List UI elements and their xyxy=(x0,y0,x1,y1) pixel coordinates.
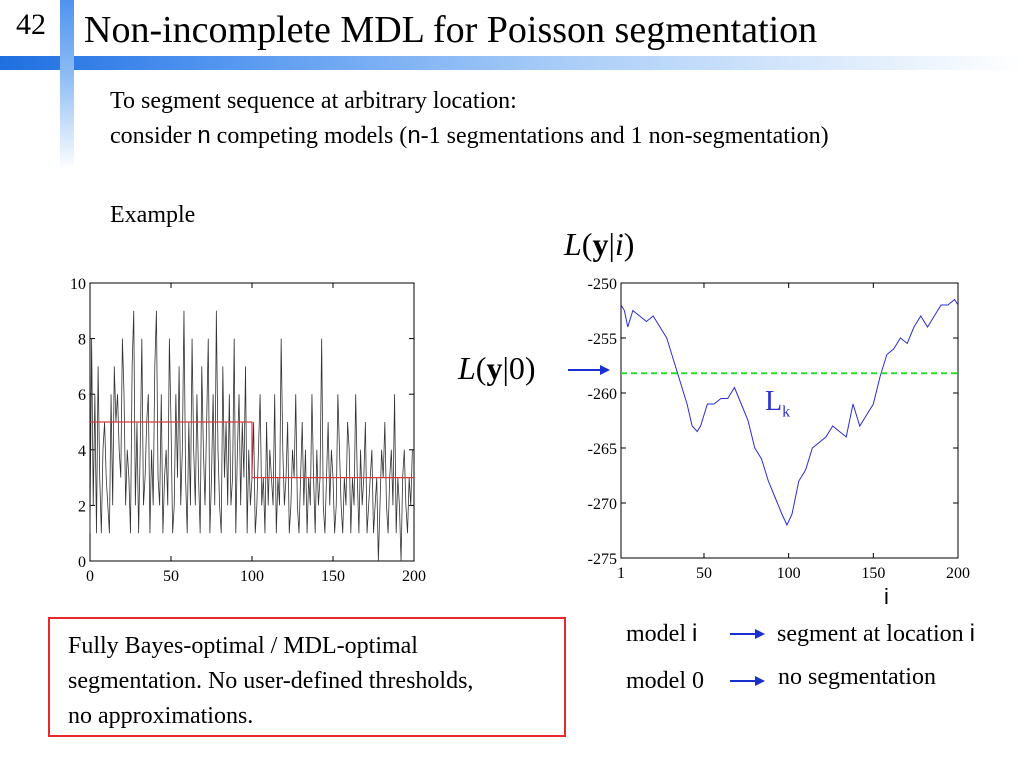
x-tick-label: 1 xyxy=(617,565,625,582)
y-tick-label: -260 xyxy=(588,386,617,403)
y-tick-label: -255 xyxy=(588,331,617,348)
likelihood-chart-title: L(y|i) xyxy=(564,226,635,262)
slide-title: Non-incomplete MDL for Poisson segmentat… xyxy=(84,9,818,51)
sequence-chart: 0 50 100 150 200 0 2 4 6 8 10 xyxy=(70,276,426,585)
y-tick-label: 10 xyxy=(70,276,86,293)
intro-line-2: consider n competing models (n-1 segment… xyxy=(110,122,829,150)
intro-text: consider xyxy=(110,123,198,149)
x-tick-label: 50 xyxy=(163,568,179,585)
x-tick-label: 200 xyxy=(946,565,970,582)
x-tick-label: 150 xyxy=(321,568,345,585)
example-label: Example xyxy=(110,202,196,228)
variable-i: i xyxy=(692,620,698,647)
variable-n: n xyxy=(197,122,211,149)
legend-model-0-result: no segmentation xyxy=(778,664,936,690)
legend-model-i: model i xyxy=(626,620,697,648)
x-tick-label: 150 xyxy=(861,565,885,582)
arrow-right-icon xyxy=(730,629,765,639)
arrow-right-icon xyxy=(730,676,765,686)
legend-model-i-result: segment at location i xyxy=(777,620,975,648)
y-tick-label: -275 xyxy=(588,551,617,568)
x-tick-label: 0 xyxy=(86,568,94,585)
y-tick-label: -250 xyxy=(588,276,617,293)
segment-fit-line xyxy=(90,421,414,479)
null-arrow-icon xyxy=(568,365,610,375)
note-line-3: no approximations. xyxy=(68,703,254,729)
x-tick-label: 200 xyxy=(402,568,426,585)
likelihood-series-line xyxy=(620,298,959,527)
intro-line-1: To segment sequence at arbitrary locatio… xyxy=(110,88,517,114)
legend-model-0: model 0 xyxy=(626,668,704,694)
x-tick-label: 100 xyxy=(777,565,801,582)
likelihood-x-label: i xyxy=(884,584,889,609)
plot-frame xyxy=(620,282,959,559)
y-tick-label: 6 xyxy=(78,387,86,404)
x-tick-label: 50 xyxy=(696,565,712,582)
y-tick-label: 4 xyxy=(78,443,86,460)
y-tick-label: 2 xyxy=(78,498,86,515)
y-tick-label: 0 xyxy=(78,554,86,571)
note-line-1: Fully Bayes-optimal / MDL-optimal xyxy=(68,633,418,659)
header-side-bar xyxy=(60,0,74,170)
lk-base: L xyxy=(765,386,783,417)
x-tick-label: 100 xyxy=(240,568,264,585)
null-likelihood-label: L(y|0) xyxy=(458,350,536,386)
header-bar xyxy=(0,56,1024,70)
intro-text: -1 segmentations and 1 non-segmentation) xyxy=(420,123,829,149)
legend-text: model xyxy=(626,621,692,647)
slide-number: 42 xyxy=(16,8,46,41)
likelihood-chart: 1 50 100 150 200-250-255-260-265-270-275 xyxy=(588,276,970,582)
variable-i: i xyxy=(969,620,975,647)
y-tick-label: -265 xyxy=(588,441,617,458)
y-tick-label: 8 xyxy=(78,332,86,349)
signal-series-line xyxy=(89,310,413,562)
note-box: Fully Bayes-optimal / MDL-optimal segmen… xyxy=(48,617,566,737)
y-tick-label: -270 xyxy=(588,496,617,513)
legend-text: segment at location xyxy=(777,621,970,647)
intro-text: competing models ( xyxy=(210,123,408,149)
variable-n: n xyxy=(407,122,421,149)
lk-sub: k xyxy=(782,403,791,421)
note-line-2: segmentation. No user-defined thresholds… xyxy=(68,668,474,694)
lk-annotation: Lk xyxy=(765,386,790,422)
